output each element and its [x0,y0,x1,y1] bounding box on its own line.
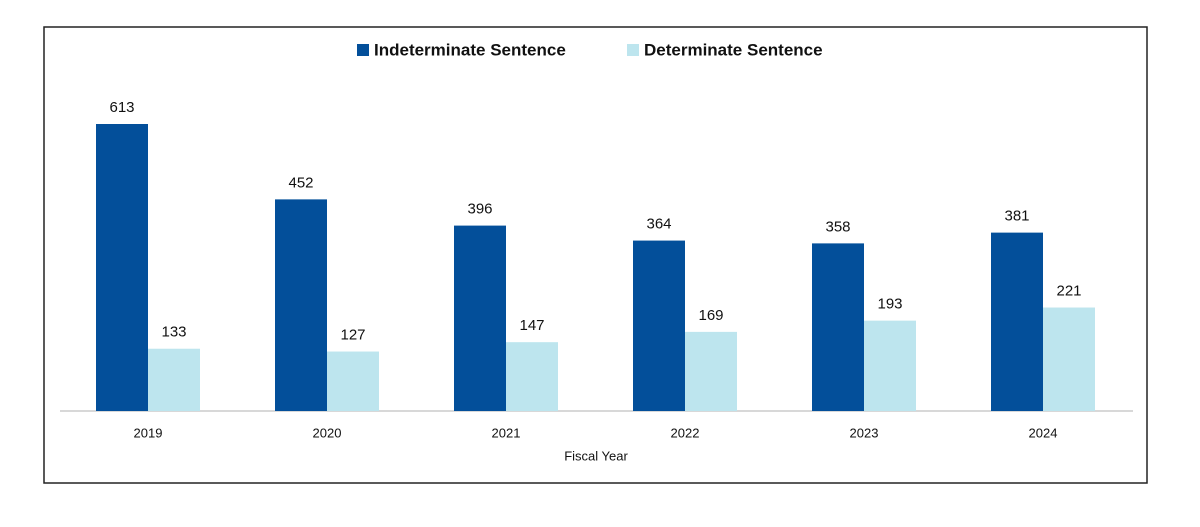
data-label: 147 [519,317,544,334]
data-label: 358 [825,218,850,235]
bar [275,199,327,411]
bar [506,342,558,411]
x-tick-label: 2022 [671,425,700,440]
bar [812,243,864,411]
x-tick-label: 2024 [1029,425,1058,440]
x-tick-label: 2021 [492,425,521,440]
data-label: 127 [340,327,365,344]
bar [96,124,148,411]
legend-label: Indeterminate Sentence [374,40,566,59]
data-label: 364 [646,216,671,233]
data-label: 193 [877,296,902,313]
bar [991,232,1043,411]
legend-swatch [357,44,369,56]
x-tick-label: 2020 [313,425,342,440]
x-tick-label: 2023 [850,425,879,440]
bar [454,225,506,411]
bar [685,331,737,411]
bar [148,348,200,411]
data-label: 169 [698,307,723,324]
data-label: 613 [109,99,134,116]
bar [327,351,379,411]
legend-label: Determinate Sentence [644,40,823,59]
bar [864,320,916,411]
x-axis-label: Fiscal Year [564,448,628,463]
legend-swatch [627,44,639,56]
bar [633,240,685,411]
data-label: 452 [288,174,313,191]
data-label: 221 [1056,282,1081,299]
data-label: 396 [467,201,492,218]
bar [1043,307,1095,411]
data-label: 133 [161,324,186,341]
chart-frame [43,26,1148,484]
data-label: 381 [1004,208,1029,225]
x-tick-label: 2019 [134,425,163,440]
